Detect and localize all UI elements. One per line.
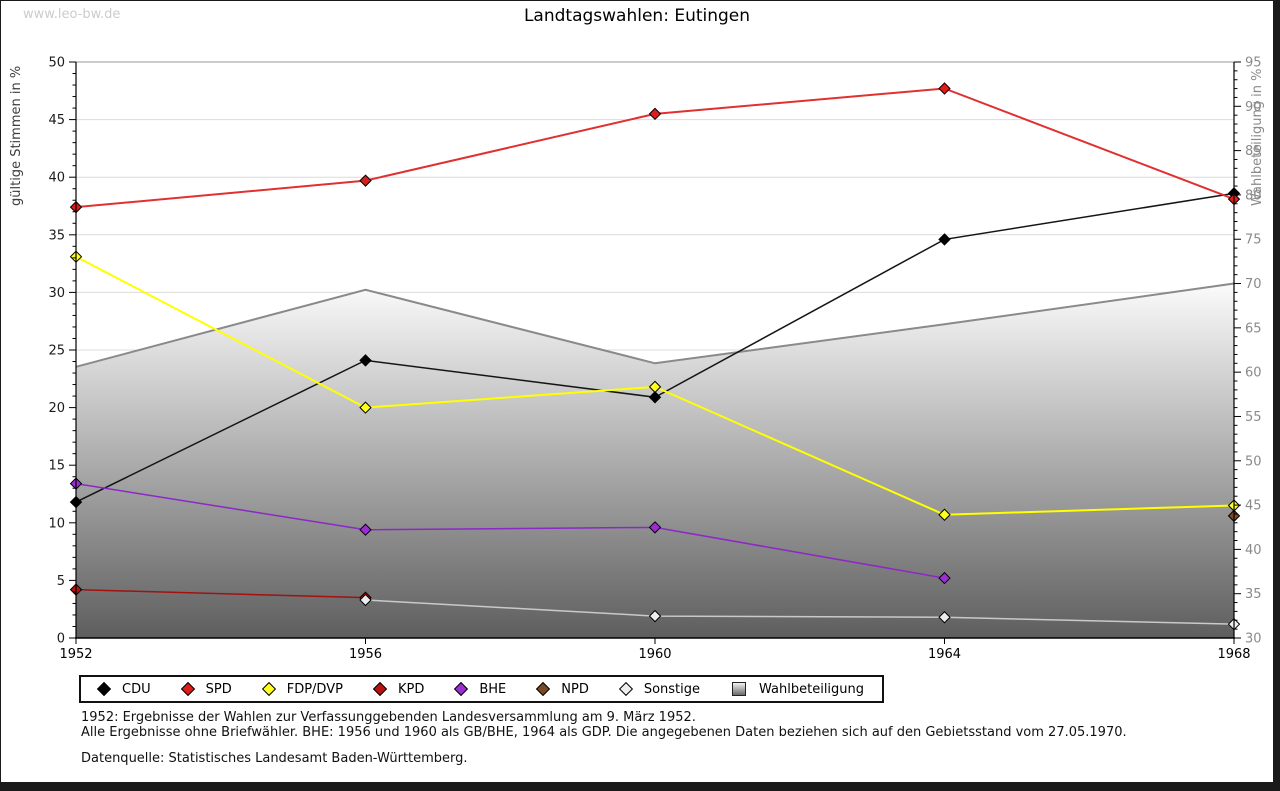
chart-legend: CDU SPD FDP/DVP KPD BHE NPD Sonstige Wahlbeteil… — [79, 675, 885, 703]
data-point-cdu-1960 — [648, 391, 662, 404]
left-tick-label: 35 — [48, 228, 65, 243]
x-tick-label-1960: 1960 — [638, 647, 671, 662]
data-point-spd-1960 — [648, 107, 662, 121]
legend-marker-diamond — [180, 681, 195, 697]
legend-marker-diamond — [454, 681, 469, 697]
legend-label: Sonstige — [643, 681, 701, 697]
series-spd — [69, 82, 1241, 214]
data-point-sonstige-1964 — [938, 611, 951, 624]
axis-x: 1952 1956 1960 1964 1968 — [59, 638, 1251, 662]
legend-label: BHE — [479, 681, 507, 697]
footnote-source: Datenquelle: Statistisches Landesamt Bad… — [81, 751, 468, 766]
series-sonstige — [359, 593, 1241, 631]
legend-label: FDP/DVP — [286, 681, 343, 697]
legend-marker-diamond — [536, 681, 551, 697]
left-tick-label: 50 — [48, 56, 65, 71]
data-point-sonstige-1956 — [359, 593, 372, 607]
legend-item-wahlbeteiligung: Wahlbeteiligung — [732, 682, 864, 697]
data-point-spd-1956 — [359, 174, 372, 187]
data-point-fdpdvp-1956 — [359, 401, 372, 414]
data-point-spd-1964 — [938, 82, 951, 95]
left-tick-label: 10 — [48, 516, 65, 531]
right-tick-label: 95 — [1245, 56, 1262, 71]
legend-item-sonstige: Sonstige — [618, 681, 701, 697]
left-tick-label: 20 — [48, 401, 65, 416]
left-tick-label: 5 — [57, 574, 65, 589]
right-tick-label: 40 — [1245, 543, 1262, 558]
data-point-fdpdvp-1960 — [648, 380, 662, 394]
right-tick-label: 90 — [1245, 100, 1262, 115]
left-tick-label: 0 — [57, 632, 65, 647]
axis-left: 0 5 10 15 20 25 30 35 40 45 50 — [48, 56, 76, 647]
data-point-fdpdvp-1964 — [938, 508, 951, 521]
left-tick-label: 25 — [48, 344, 65, 359]
data-point-cdu-1964 — [938, 233, 951, 246]
legend-marker-diamond — [96, 681, 112, 697]
legend-label: CDU — [122, 681, 151, 697]
right-tick-label: 65 — [1245, 321, 1262, 336]
legend-item-bhe: BHE — [454, 681, 507, 697]
legend-marker-diamond — [261, 681, 276, 697]
left-tick-label: 30 — [48, 286, 65, 301]
left-tick-label: 40 — [48, 171, 65, 186]
footnote-line: Alle Ergebnisse ohne Briefwähler. BHE: 1… — [81, 724, 1127, 740]
data-point-bhe-1956 — [359, 523, 372, 536]
x-tick-label-1956: 1956 — [349, 647, 382, 662]
right-tick-label: 30 — [1245, 632, 1262, 647]
right-tick-label: 80 — [1245, 188, 1262, 203]
right-tick-label: 50 — [1245, 454, 1262, 469]
right-tick-label: 75 — [1245, 233, 1262, 248]
legend-label: Wahlbeteiligung — [759, 681, 865, 697]
chart-title: Landtagswahlen: Eutingen — [523, 6, 751, 26]
right-axis-label: Wahlbeteiligung in % — [1250, 68, 1265, 206]
legend-label: SPD — [205, 681, 232, 697]
right-tick-label: 35 — [1245, 587, 1262, 602]
x-tick-label-1952: 1952 — [59, 647, 92, 662]
data-point-bhe-1964 — [938, 571, 951, 585]
left-axis-label: gültige Stimmen in % — [9, 65, 24, 206]
data-point-bhe-1960 — [648, 521, 662, 534]
legend-marker-square — [732, 682, 747, 696]
footnotes: 1952: Ergebnisse der Wahlen zur Verfassu… — [81, 710, 1127, 767]
data-point-sonstige-1960 — [648, 609, 662, 623]
legend-label: NPD — [561, 681, 589, 697]
right-tick-label: 70 — [1245, 277, 1262, 292]
right-tick-label: 85 — [1245, 144, 1262, 159]
footnote-line: 1952: Ergebnisse der Wahlen zur Verfassu… — [81, 710, 696, 725]
x-tick-label-1968: 1968 — [1217, 647, 1250, 662]
right-tick-label: 60 — [1245, 366, 1262, 381]
right-tick-label: 45 — [1245, 499, 1262, 514]
watermark: www.leo-bw.de — [23, 7, 121, 22]
x-tick-label-1964: 1964 — [928, 647, 961, 662]
legend-marker-diamond — [372, 681, 388, 697]
legend-item-kpd: KPD — [372, 681, 425, 697]
data-point-cdu-1956 — [359, 354, 372, 367]
legend-item-cdu: CDU — [96, 681, 151, 697]
left-tick-label: 45 — [48, 113, 65, 128]
legend-item-npd: NPD — [536, 681, 589, 697]
right-tick-label: 55 — [1245, 410, 1262, 425]
area-series-wahlbeteiligung — [75, 282, 1235, 638]
axis-right: 30 35 40 45 50 55 60 65 70 75 80 85 90 95 — [1234, 56, 1262, 647]
legend-label: KPD — [397, 681, 425, 697]
legend-marker-diamond — [618, 681, 633, 697]
legend-item-spd: SPD — [180, 681, 232, 697]
legend-item-fdpdvp: FDP/DVP — [261, 681, 343, 697]
election-chart-svg: 0 5 10 15 20 25 30 35 40 45 50 30 35 40 45 50 55 60 65 70 75… — [48, 56, 1262, 663]
series-bhe — [69, 477, 951, 585]
left-tick-label: 15 — [48, 459, 65, 474]
